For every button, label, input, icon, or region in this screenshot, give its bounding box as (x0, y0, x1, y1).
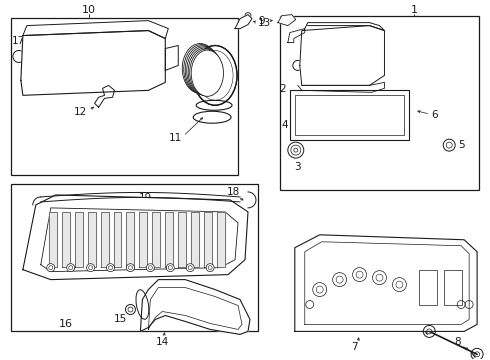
Text: 6: 6 (431, 110, 438, 120)
Polygon shape (140, 212, 147, 267)
Ellipse shape (87, 264, 95, 272)
Ellipse shape (147, 264, 154, 272)
Polygon shape (204, 212, 212, 267)
Text: 16: 16 (59, 319, 73, 329)
Text: 3: 3 (294, 162, 301, 172)
Ellipse shape (193, 45, 237, 105)
Polygon shape (165, 212, 173, 267)
Polygon shape (62, 212, 70, 267)
Polygon shape (295, 235, 477, 332)
Bar (280, 15, 479, 190)
Text: 15: 15 (114, 314, 127, 324)
Polygon shape (21, 31, 165, 95)
Text: 19: 19 (139, 193, 152, 203)
Polygon shape (126, 212, 134, 267)
Polygon shape (191, 212, 199, 267)
Polygon shape (100, 212, 108, 267)
Ellipse shape (187, 47, 221, 95)
Text: 7: 7 (351, 342, 358, 352)
Ellipse shape (185, 46, 220, 94)
Ellipse shape (293, 60, 303, 71)
Ellipse shape (182, 44, 218, 93)
Polygon shape (49, 212, 57, 267)
Text: 9: 9 (259, 15, 265, 26)
Text: 8: 8 (454, 337, 461, 347)
Text: 14: 14 (156, 337, 169, 347)
Text: 11: 11 (169, 133, 182, 143)
Bar (419, 270, 437, 305)
Polygon shape (235, 15, 252, 28)
Polygon shape (288, 28, 305, 42)
Polygon shape (217, 212, 225, 267)
Bar (11, 184, 258, 332)
Text: 1: 1 (411, 5, 418, 15)
Ellipse shape (186, 264, 194, 272)
Polygon shape (95, 85, 115, 107)
Bar (290, 90, 409, 140)
Polygon shape (178, 212, 186, 267)
Ellipse shape (188, 48, 221, 95)
Polygon shape (141, 280, 250, 334)
Ellipse shape (47, 264, 55, 272)
Ellipse shape (67, 264, 74, 272)
Text: 18: 18 (226, 187, 240, 197)
Ellipse shape (191, 50, 223, 96)
Text: 2: 2 (279, 84, 286, 94)
Ellipse shape (126, 264, 134, 272)
Polygon shape (23, 195, 248, 280)
Ellipse shape (190, 49, 222, 96)
Text: 5: 5 (458, 140, 465, 150)
Ellipse shape (288, 142, 304, 158)
Polygon shape (152, 212, 160, 267)
Text: 13: 13 (258, 18, 271, 28)
Bar (308, 36, 375, 71)
Polygon shape (165, 45, 178, 71)
Polygon shape (41, 208, 238, 272)
Polygon shape (23, 21, 168, 39)
Ellipse shape (106, 264, 115, 272)
Polygon shape (88, 212, 96, 267)
Bar (444, 270, 462, 305)
Bar (295, 95, 404, 135)
Ellipse shape (166, 264, 174, 272)
Polygon shape (278, 15, 296, 26)
Polygon shape (300, 26, 385, 85)
Text: 4: 4 (282, 120, 288, 130)
Polygon shape (114, 212, 122, 267)
Ellipse shape (184, 45, 219, 94)
Text: 17: 17 (12, 36, 25, 46)
Bar (11, 18, 238, 175)
Ellipse shape (206, 264, 214, 272)
Polygon shape (74, 212, 83, 267)
Ellipse shape (13, 50, 25, 62)
Bar (29, 37, 156, 85)
Text: 12: 12 (74, 107, 87, 117)
Text: 10: 10 (82, 5, 96, 15)
